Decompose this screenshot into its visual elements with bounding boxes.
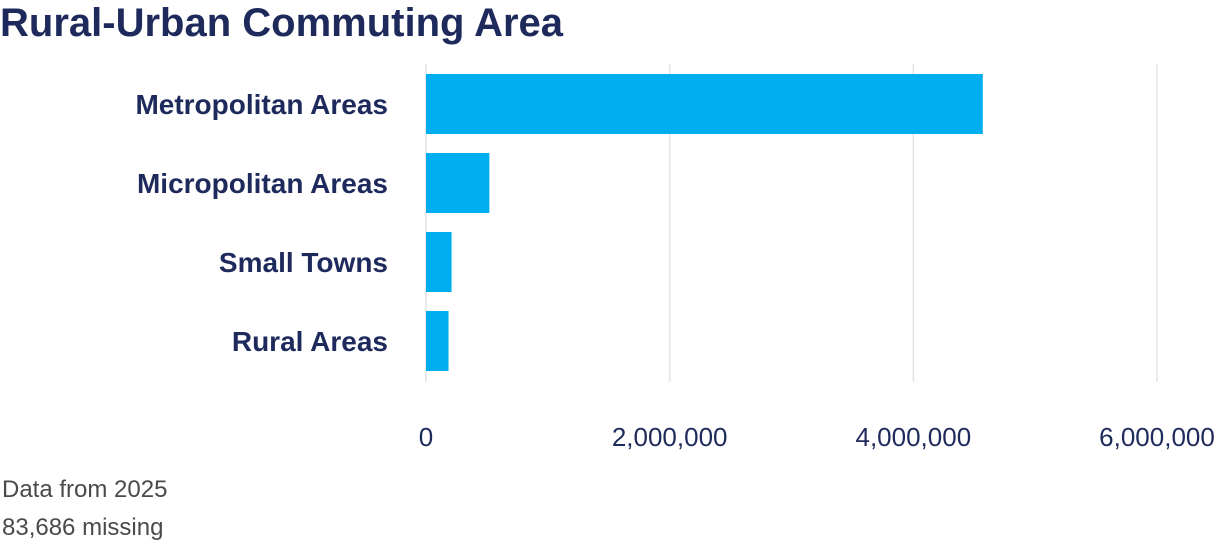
bar: [426, 311, 449, 371]
bar: [426, 232, 452, 292]
data-year-note: Data from 2025: [2, 476, 168, 503]
chart-title: Rural-Urban Commuting Area: [0, 1, 564, 45]
x-tick-label: 2,000,000: [612, 422, 728, 452]
category-label: Small Towns: [219, 247, 388, 278]
x-axis-ticks: 0 2,000,000 4,000,000 6,000,000: [419, 422, 1215, 452]
category-label: Rural Areas: [232, 326, 388, 357]
bar-chart: Metropolitan Areas Micropolitan Areas Smal…: [135, 64, 1215, 452]
bar: [426, 74, 983, 134]
bars: [426, 74, 983, 371]
bar: [426, 153, 490, 213]
x-tick-label: 4,000,000: [855, 422, 971, 452]
x-tick-label: 0: [419, 422, 433, 452]
category-label: Micropolitan Areas: [137, 168, 388, 199]
category-labels: Metropolitan Areas Micropolitan Areas Smal…: [135, 89, 388, 357]
x-tick-label: 6,000,000: [1099, 422, 1215, 452]
missing-count-note: 83,686 missing: [2, 514, 164, 541]
category-label: Metropolitan Areas: [135, 89, 388, 120]
